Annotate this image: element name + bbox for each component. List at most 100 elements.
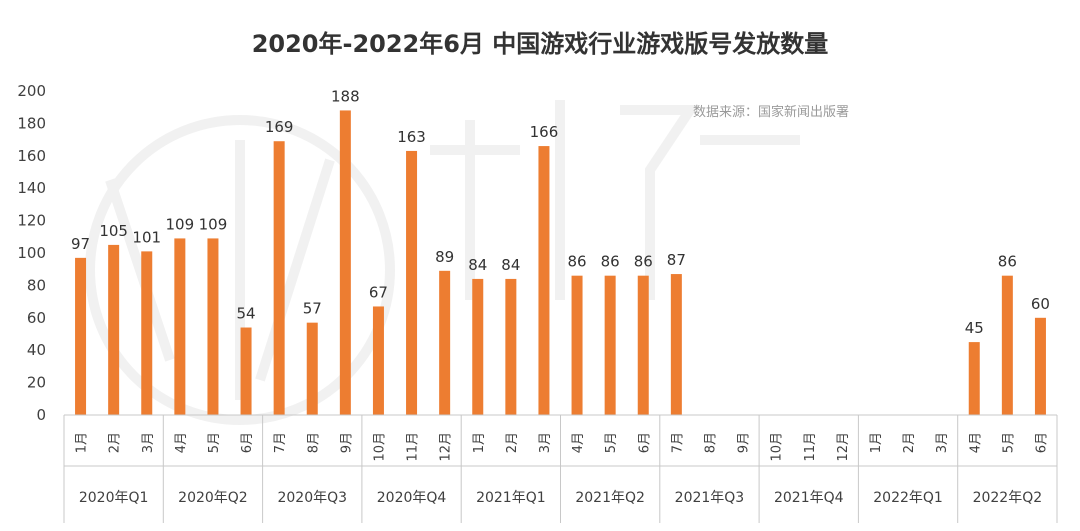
y-tick-label: 140 bbox=[17, 179, 46, 197]
x-tick-label: 3月 bbox=[935, 432, 950, 453]
data-label: 86 bbox=[998, 253, 1017, 271]
x-tick-label: 1月 bbox=[75, 432, 90, 453]
watermark-logo bbox=[85, 100, 800, 425]
y-tick-label: 120 bbox=[17, 212, 46, 230]
x-tick-label: 3月 bbox=[538, 432, 553, 453]
x-tick-label: 5月 bbox=[604, 432, 619, 453]
month-labels: 1月 2月 3月 4月 5月 6月 7月 8月 9月 10月 11月 12月 1月 2月 3月 4月 5月 6月 7… bbox=[75, 432, 1050, 462]
bar bbox=[207, 238, 219, 415]
bar bbox=[604, 275, 616, 415]
chart-title: 2020年-2022年6月 中国游戏行业游戏版号发放数量 bbox=[252, 30, 829, 58]
quarter-label: 2020年Q2 bbox=[178, 490, 248, 506]
bar bbox=[505, 278, 517, 415]
quarter-label: 2020年Q3 bbox=[277, 490, 347, 506]
bar bbox=[439, 270, 451, 415]
bar bbox=[538, 146, 550, 415]
x-tick-label: 8月 bbox=[703, 432, 718, 453]
y-tick-label: 60 bbox=[27, 309, 46, 327]
data-label: 45 bbox=[965, 319, 984, 337]
bar bbox=[968, 342, 980, 415]
data-label: 86 bbox=[634, 253, 653, 271]
x-tick-label: 6月 bbox=[637, 432, 652, 453]
data-label: 86 bbox=[601, 253, 620, 271]
x-tick-label: 4月 bbox=[968, 432, 983, 453]
data-label: 169 bbox=[265, 118, 294, 136]
bar bbox=[240, 327, 252, 415]
x-tick-label: 9月 bbox=[339, 432, 354, 453]
bar bbox=[670, 274, 682, 415]
bar bbox=[1034, 317, 1046, 415]
data-label: 188 bbox=[331, 87, 360, 105]
bar bbox=[174, 238, 186, 415]
x-tick-label: 3月 bbox=[141, 432, 156, 453]
x-tick-label: 12月 bbox=[836, 432, 851, 462]
quarter-label: 2022年Q2 bbox=[973, 490, 1043, 506]
data-label: 89 bbox=[435, 248, 454, 266]
bar bbox=[472, 278, 484, 415]
data-label: 86 bbox=[568, 253, 587, 271]
x-tick-label: 2月 bbox=[902, 432, 917, 453]
bars bbox=[75, 110, 1046, 415]
quarter-label: 2021年Q4 bbox=[774, 490, 844, 506]
quarter-label: 2020年Q4 bbox=[377, 490, 447, 506]
quarter-labels: 2020年Q1 2020年Q2 2020年Q3 2020年Q4 2021年Q1 2021年… bbox=[79, 490, 1042, 506]
x-tick-label: 8月 bbox=[306, 432, 321, 453]
quarter-label: 2020年Q1 bbox=[79, 490, 149, 506]
data-label: 105 bbox=[99, 222, 128, 240]
quarter-label: 2021年Q2 bbox=[575, 490, 645, 506]
source-note: 数据来源：国家新闻出版署 bbox=[693, 104, 849, 120]
x-tick-label: 7月 bbox=[273, 432, 288, 453]
data-label: 109 bbox=[199, 215, 228, 233]
bar bbox=[273, 141, 285, 415]
bar bbox=[141, 251, 153, 415]
data-labels: 97 105 101 109 109 54 169 57 188 67 163 89 84 84 166 86… bbox=[71, 87, 1050, 337]
data-label: 54 bbox=[237, 305, 256, 323]
x-tick-label: 1月 bbox=[472, 432, 487, 453]
x-tick-label: 11月 bbox=[406, 432, 421, 462]
data-label: 60 bbox=[1031, 295, 1050, 313]
y-tick-label: 180 bbox=[17, 114, 46, 132]
data-label: 87 bbox=[667, 251, 686, 269]
y-axis: 0 20 40 60 80 100 120 140 160 180 200 bbox=[17, 82, 46, 424]
x-tick-label: 10月 bbox=[770, 432, 785, 462]
bar bbox=[406, 150, 418, 415]
bar bbox=[108, 244, 120, 415]
x-tick-label: 6月 bbox=[1034, 432, 1049, 453]
bar bbox=[1001, 275, 1013, 415]
bar bbox=[75, 257, 87, 415]
data-label: 163 bbox=[397, 128, 426, 146]
y-tick-label: 20 bbox=[27, 374, 46, 392]
x-tick-label: 11月 bbox=[803, 432, 818, 462]
data-label: 97 bbox=[71, 235, 90, 253]
bar bbox=[571, 275, 583, 415]
y-tick-label: 80 bbox=[27, 276, 46, 294]
quarter-label: 2021年Q1 bbox=[476, 490, 546, 506]
data-label: 166 bbox=[530, 123, 559, 141]
y-tick-label: 200 bbox=[17, 82, 46, 100]
bar bbox=[306, 322, 318, 415]
data-label: 101 bbox=[132, 228, 161, 246]
y-tick-label: 0 bbox=[36, 406, 46, 424]
quarter-label: 2022年Q1 bbox=[873, 490, 943, 506]
data-label: 84 bbox=[501, 256, 520, 274]
data-label: 67 bbox=[369, 283, 388, 301]
x-tick-label: 6月 bbox=[240, 432, 255, 453]
x-tick-label: 5月 bbox=[207, 432, 222, 453]
y-tick-label: 100 bbox=[17, 244, 46, 262]
bar bbox=[372, 306, 384, 415]
data-label: 84 bbox=[468, 256, 487, 274]
bar bbox=[339, 110, 351, 415]
x-tick-label: 4月 bbox=[174, 432, 189, 453]
x-tick-label: 7月 bbox=[670, 432, 685, 453]
x-tick-label: 1月 bbox=[869, 432, 884, 453]
x-tick-label: 9月 bbox=[737, 432, 752, 453]
data-label: 57 bbox=[303, 300, 322, 318]
data-label: 109 bbox=[166, 215, 195, 233]
x-tick-label: 4月 bbox=[571, 432, 586, 453]
group-dividers bbox=[63, 415, 1058, 523]
x-tick-label: 12月 bbox=[439, 432, 454, 462]
y-tick-label: 160 bbox=[17, 147, 46, 165]
x-tick-label: 10月 bbox=[372, 432, 387, 462]
